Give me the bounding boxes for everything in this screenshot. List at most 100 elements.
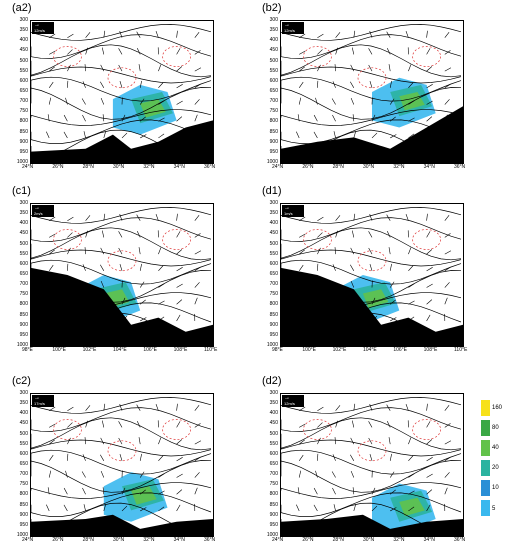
wind-vector [194, 487, 198, 495]
wind-vector [350, 247, 355, 255]
wind-vector [100, 97, 105, 105]
y-tick-label: 400 [19, 220, 28, 227]
x-tick-label: 104°E [363, 347, 377, 353]
wind-vector [119, 454, 123, 461]
wind-vector [351, 230, 355, 238]
y-tick-label: 350 [19, 210, 28, 217]
y-tick-label: 950 [19, 148, 28, 155]
contour-line [31, 76, 212, 102]
x-tick-label: 34°N [423, 164, 435, 170]
wind-vector [85, 405, 91, 411]
wind-vector [194, 99, 200, 105]
contour-line [281, 227, 462, 261]
wind-vector [158, 117, 165, 122]
wind-vector [121, 505, 128, 512]
y-tick-label: 400 [19, 37, 28, 44]
wind-vector [139, 281, 145, 288]
y-tick-label: 850 [19, 311, 28, 318]
x-tick-label: 32°N [143, 537, 155, 543]
wind-vector [334, 437, 336, 445]
panel-label: (d2) [262, 375, 282, 387]
y-tick-label: 1000 [16, 159, 28, 165]
contour-line [281, 249, 462, 267]
wind-vector [408, 64, 412, 72]
wind-vector [353, 30, 356, 38]
wind-vector [48, 470, 52, 478]
wind-vector [389, 471, 395, 478]
x-tick-label: 30°N [363, 164, 375, 170]
x-tick-label: 30°N [113, 537, 125, 543]
plot-graphics [281, 207, 463, 346]
wind-vector [85, 32, 91, 38]
wind-vector [139, 453, 142, 461]
wind-vector [444, 487, 448, 495]
y-tick-label: 600 [19, 260, 28, 267]
wind-vector [176, 116, 183, 122]
wind-vector [369, 81, 373, 88]
cross-section-plot: → 12m/s [30, 20, 214, 164]
wind-vector [390, 489, 396, 495]
wind-vector [299, 439, 305, 445]
y-tick-label: 600 [19, 77, 28, 84]
wind-vector [85, 420, 88, 428]
wind-vector [136, 214, 141, 221]
wind-vector [317, 232, 323, 238]
y-tick-label: 950 [19, 331, 28, 338]
wind-vector [299, 233, 306, 238]
y-tick-label: 350 [19, 400, 28, 407]
wind-vector [176, 267, 183, 272]
contour-line [31, 259, 212, 285]
y-tick-label: 650 [19, 271, 28, 277]
y-tick-label: 700 [19, 281, 28, 288]
x-tick-label: 102°E [332, 347, 347, 353]
wind-vector [444, 215, 450, 221]
contour-line [31, 217, 212, 242]
wind-vector [158, 133, 165, 139]
y-tick-label: 650 [19, 461, 28, 467]
wind-vector [138, 64, 141, 72]
wind-vector [389, 263, 392, 271]
wind-vector [101, 230, 105, 238]
contour-line [281, 66, 462, 84]
x-tick-label: 34°N [173, 537, 185, 543]
y-tick-label: 500 [269, 430, 278, 437]
wind-vector [335, 47, 338, 55]
wind-vector [67, 422, 73, 428]
y-tick-label: 600 [269, 450, 278, 457]
dashed-contour [357, 67, 387, 89]
legend-label: 20 [492, 465, 499, 471]
wind-vector [194, 250, 202, 255]
y-tick-label: 300 [19, 17, 28, 23]
wind-vector [118, 437, 123, 445]
x-tick-label: 24°N [272, 164, 284, 170]
wind-vector [194, 282, 200, 288]
contour-line [31, 397, 212, 414]
y-tick-label: 400 [269, 37, 278, 44]
wind-vector [426, 403, 428, 411]
cross-section-plot: → 12m/s [280, 20, 464, 164]
y-tick-label: 1000 [266, 342, 278, 348]
terrain [31, 267, 213, 346]
wind-vector [67, 406, 74, 411]
dashed-contour [107, 67, 137, 89]
y-tick-label: 950 [19, 521, 28, 528]
wind-vector [369, 213, 373, 221]
wind-vector [351, 47, 355, 55]
x-tick-label: 108°E [423, 347, 438, 353]
y-tick-label: 800 [19, 118, 28, 125]
reference-speed-label: 12m/s [284, 28, 295, 33]
wind-vector [426, 66, 433, 72]
wind-vector [408, 506, 415, 512]
wind-vector [298, 470, 302, 478]
x-tick-label: 24°N [22, 537, 34, 543]
y-tick-label: 300 [269, 17, 278, 23]
wind-vector [317, 49, 323, 55]
wind-vector [49, 249, 55, 255]
wind-vector [426, 249, 433, 255]
terrain [281, 267, 463, 346]
wind-vector [408, 490, 415, 495]
wind-vector [334, 247, 336, 255]
wind-vector [331, 98, 336, 105]
wind-vector [140, 317, 147, 322]
wind-vector [136, 31, 141, 38]
